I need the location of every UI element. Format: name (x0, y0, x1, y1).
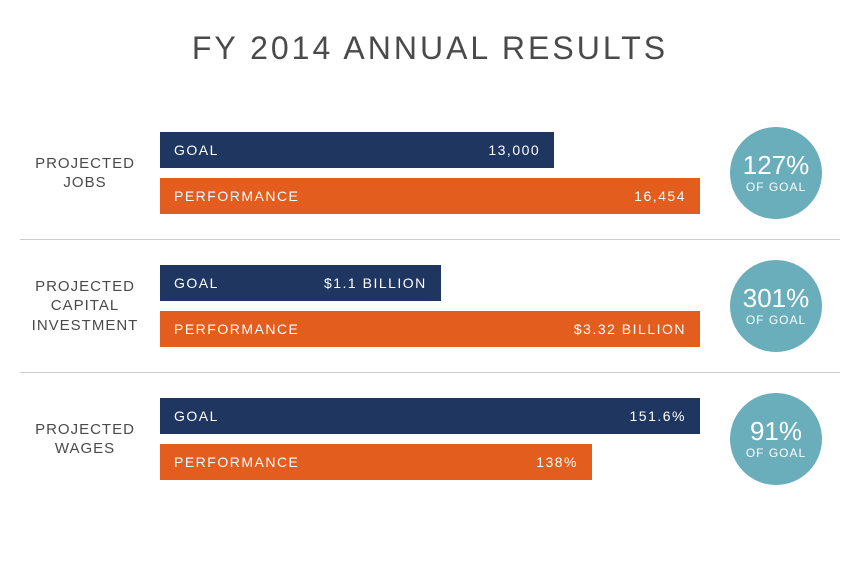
performance-bar: PERFORMANCE 16,454 (160, 178, 700, 214)
badge-subtext: OF GOAL (746, 446, 806, 460)
goal-bar: GOAL $1.1 BILLION (160, 265, 441, 301)
goal-badge: 127% OF GOAL (730, 127, 822, 219)
badge-percent: 91% (750, 418, 802, 444)
bar-value: 151.6% (630, 408, 686, 424)
bars-container: GOAL 151.6% PERFORMANCE 138% (160, 398, 700, 480)
bar-label: GOAL (174, 142, 219, 158)
bar-label: GOAL (174, 408, 219, 424)
bar-value: 13,000 (488, 142, 540, 158)
goal-bar: GOAL 151.6% (160, 398, 700, 434)
metric-label: PROJECTED JOBS (20, 154, 160, 193)
badge-percent: 301% (743, 285, 810, 311)
bar-label: GOAL (174, 275, 219, 291)
metric-label: PROJECTED WAGES (20, 420, 160, 459)
performance-bar: PERFORMANCE $3.32 BILLION (160, 311, 700, 347)
bars-container: GOAL $1.1 BILLION PERFORMANCE $3.32 BILLION (160, 265, 700, 347)
metrics-container: PROJECTED JOBS GOAL 13,000 PERFORMANCE 16,45… (20, 107, 840, 505)
bar-value: 138% (536, 454, 578, 470)
bar-value: $1.1 BILLION (324, 275, 427, 291)
metric-row: PROJECTED CAPITAL INVESTMENT GOAL $1.1 BIL… (20, 240, 840, 373)
metric-row: PROJECTED JOBS GOAL 13,000 PERFORMANCE 16,45… (20, 107, 840, 240)
badge-subtext: OF GOAL (746, 313, 806, 327)
bar-label: PERFORMANCE (174, 321, 299, 337)
badge-subtext: OF GOAL (746, 180, 806, 194)
bars-container: GOAL 13,000 PERFORMANCE 16,454 (160, 132, 700, 214)
goal-bar: GOAL 13,000 (160, 132, 554, 168)
goal-badge: 301% OF GOAL (730, 260, 822, 352)
bar-label: PERFORMANCE (174, 188, 299, 204)
metric-label: PROJECTED CAPITAL INVESTMENT (20, 277, 160, 336)
badge-percent: 127% (743, 152, 810, 178)
bar-label: PERFORMANCE (174, 454, 299, 470)
goal-badge: 91% OF GOAL (730, 393, 822, 485)
metric-row: PROJECTED WAGES GOAL 151.6% PERFORMANCE 138%… (20, 373, 840, 505)
bar-value: 16,454 (634, 188, 686, 204)
bar-value: $3.32 BILLION (574, 321, 686, 337)
chart-title: FY 2014 ANNUAL RESULTS (20, 30, 840, 67)
performance-bar: PERFORMANCE 138% (160, 444, 592, 480)
